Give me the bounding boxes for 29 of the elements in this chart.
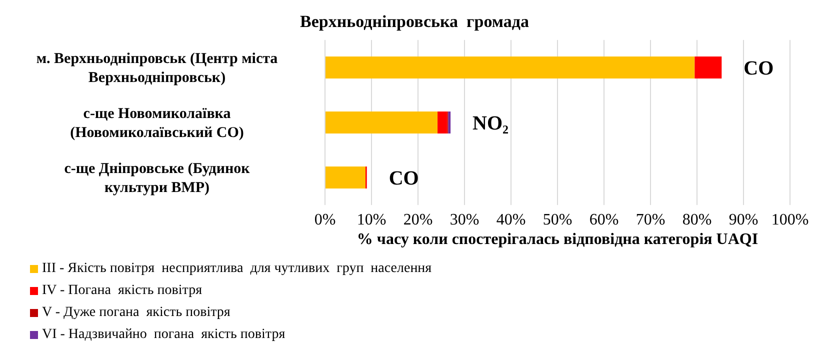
x-tick-label: 80% xyxy=(682,211,712,228)
legend-label: VI - Надзвичайно погана якість повітря xyxy=(42,326,286,344)
legend-label: III - Якість повітря несприятлива для чутливих груп населення xyxy=(42,260,432,278)
legend-label: V - Дуже погана якість повітря xyxy=(42,304,230,322)
x-axis-title: % часу коли спостерігалась відповідна категорія UAQI xyxy=(356,231,760,249)
legend-label: IV - Погана якість повітря xyxy=(42,282,202,300)
x-tick-label: 0% xyxy=(314,211,336,228)
annotation: NO₂ xyxy=(472,112,509,135)
x-tick-label: 40% xyxy=(496,211,526,228)
annotation: CO xyxy=(744,58,774,80)
y-tick-label: с-ще Дніпровське (Будинок культури ВМР) xyxy=(64,161,250,196)
bar xyxy=(694,56,722,78)
x-tick-label: 90% xyxy=(728,211,758,228)
x-tick-label: 70% xyxy=(636,211,666,228)
bar xyxy=(325,112,438,134)
x-tick-label: 10% xyxy=(356,211,386,228)
x-tick-label: 30% xyxy=(450,211,480,228)
y-tick-label: м. Верхньодніпровськ (Центр міста Верхньодніпровськ) xyxy=(36,51,278,86)
bar xyxy=(438,112,448,134)
x-tick-label: 60% xyxy=(589,211,619,228)
annotation: CO xyxy=(388,168,419,190)
bar xyxy=(325,56,695,78)
y-tick-label: с-ще Новомиколаївка (Новомиколаївський СО) xyxy=(70,106,244,141)
bar xyxy=(325,166,366,188)
x-tick-label: 100% xyxy=(771,211,809,228)
chart-title: Верхньодніпровська громада xyxy=(299,12,530,32)
bar xyxy=(448,112,451,134)
x-tick-label: 50% xyxy=(542,211,572,228)
x-tick-label: 20% xyxy=(403,211,433,228)
